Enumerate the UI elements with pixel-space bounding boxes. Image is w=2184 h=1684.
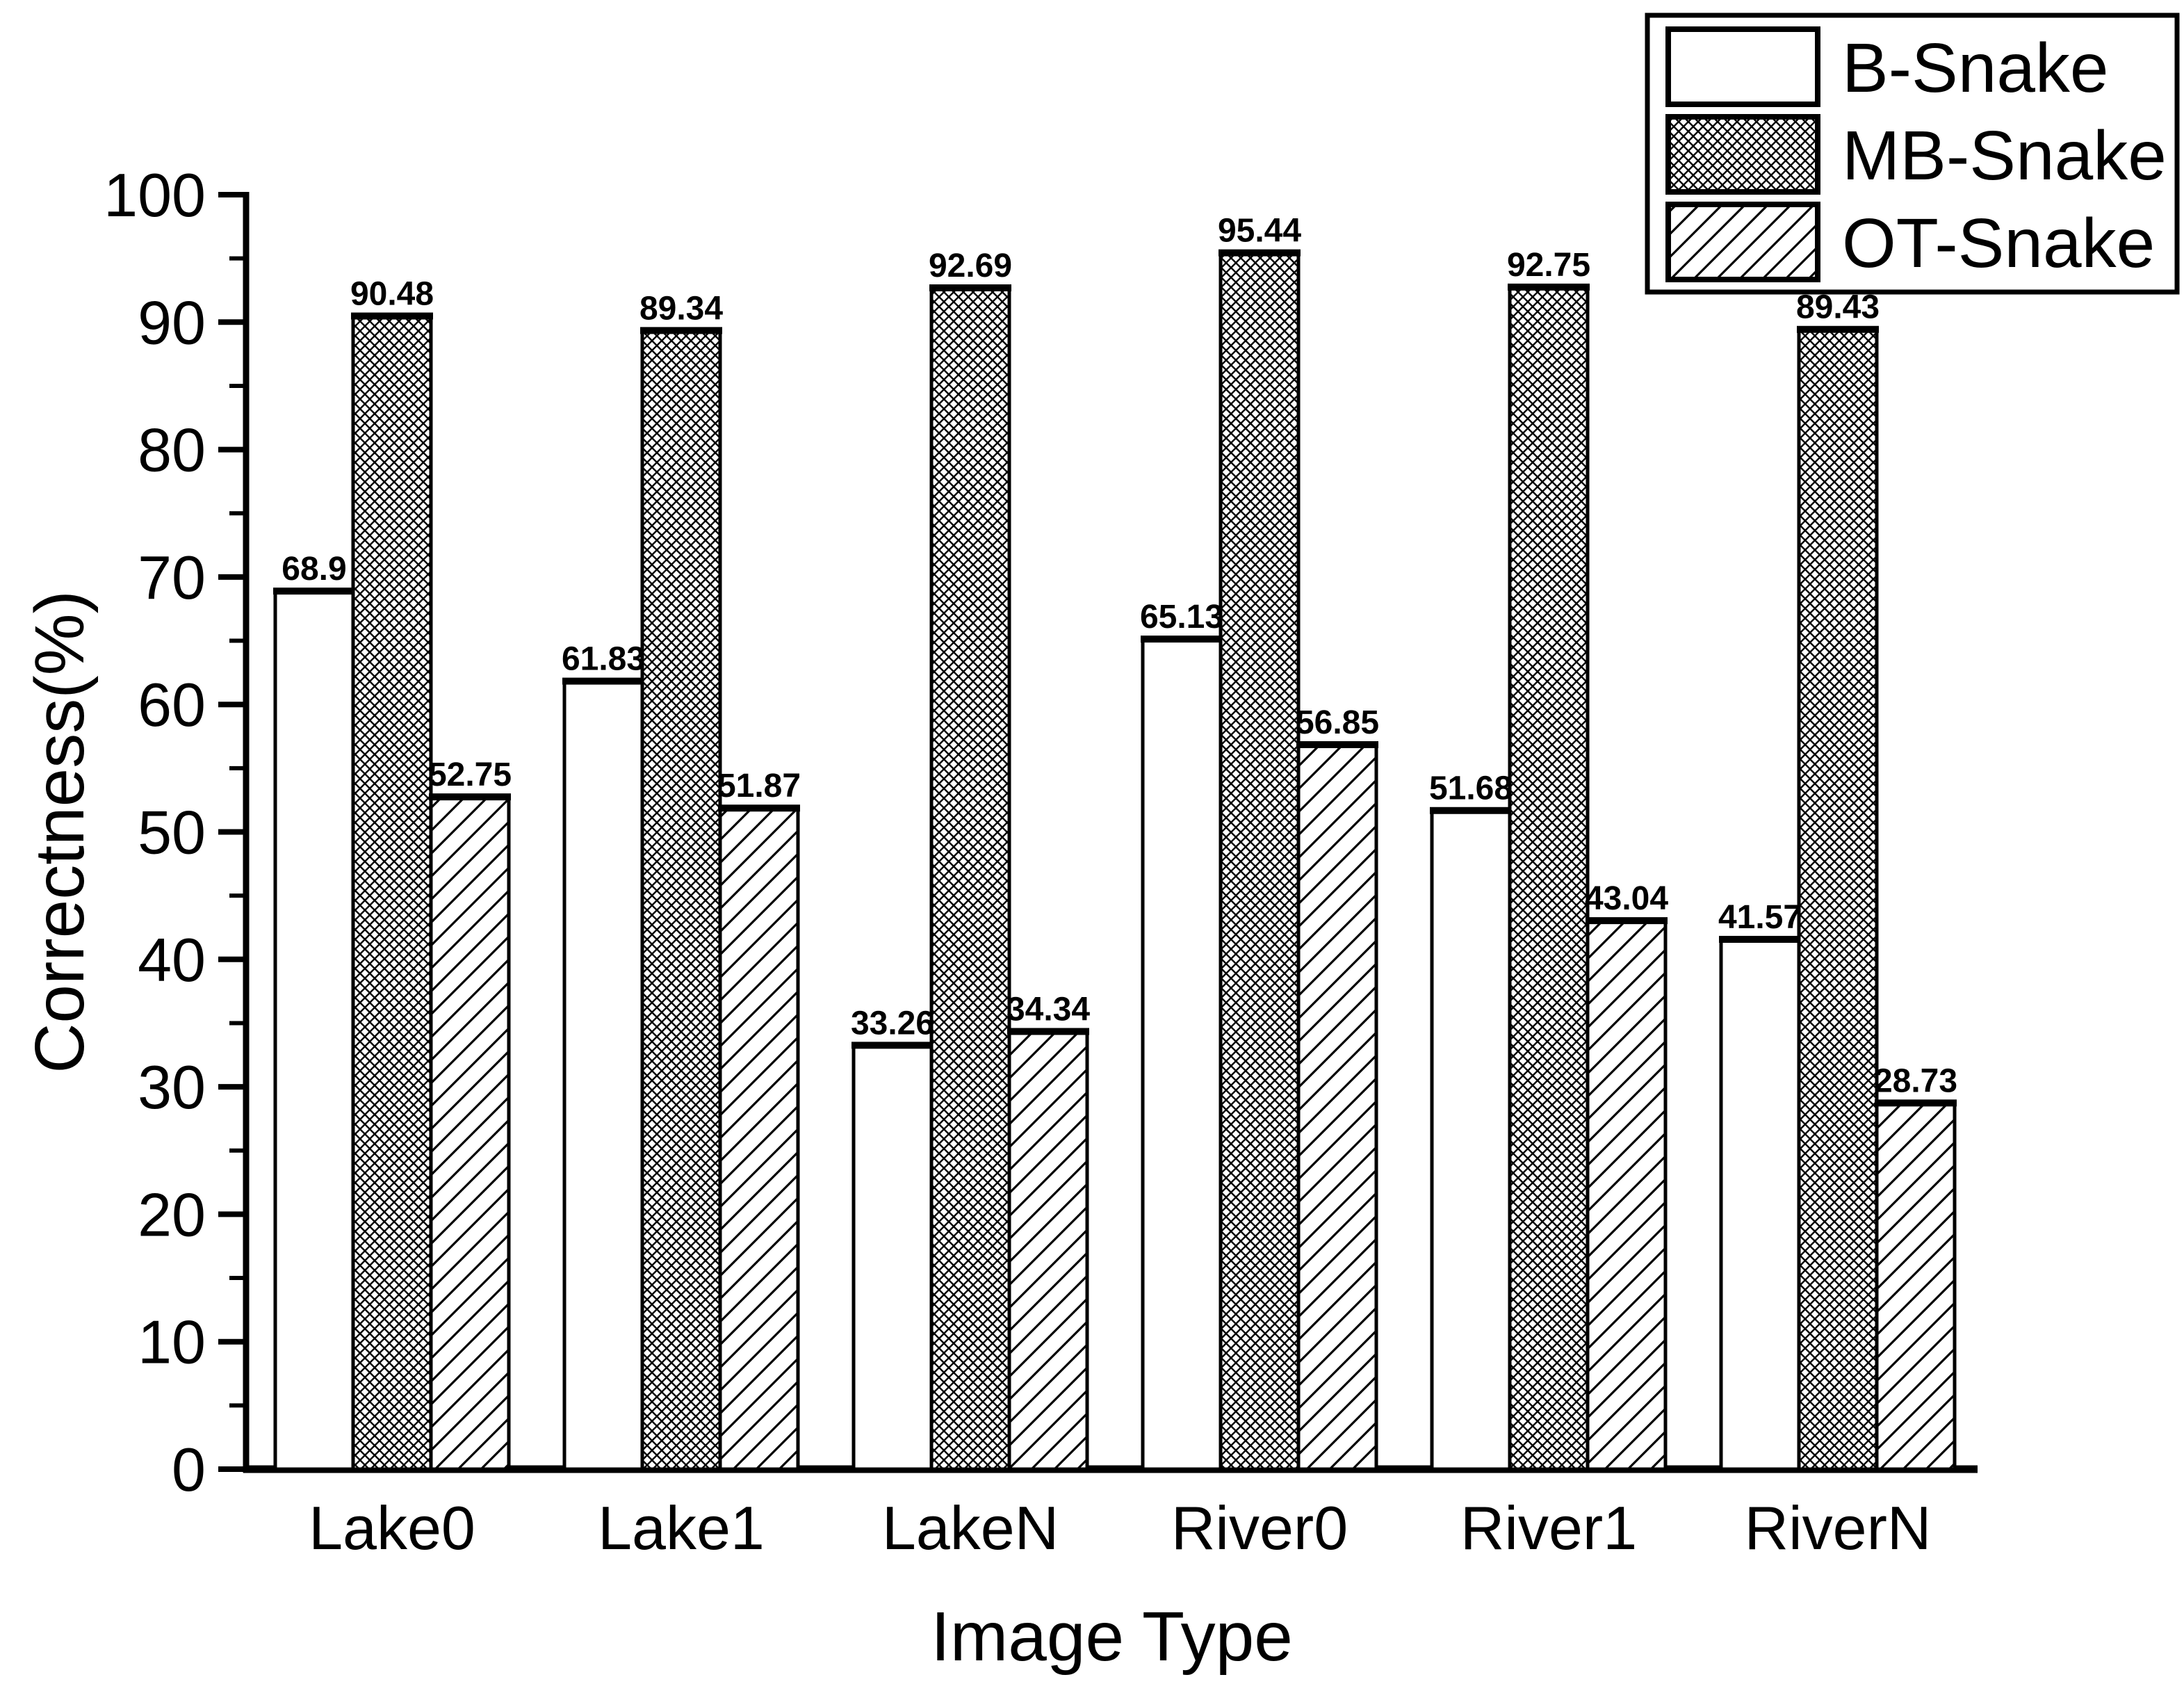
bar-mb-snake-river1 [1508, 285, 1590, 1471]
value-label-b-snake-lake1: 61.83 [562, 641, 645, 678]
x-category-label-lake1: Lake1 [598, 1493, 765, 1562]
y-tick-label: 60 [138, 670, 206, 739]
value-label-ot-snake-lake1: 51.87 [717, 768, 801, 804]
bar-b-snake-river1 [1430, 809, 1512, 1471]
value-label-mb-snake-river0: 95.44 [1218, 213, 1301, 250]
bar-b-snake-lake1 [562, 679, 644, 1471]
bar-mb-snake-laken [929, 286, 1011, 1471]
value-label-b-snake-lake0: 68.9 [282, 551, 346, 588]
bar-ot-snake-laken [1007, 1030, 1089, 1471]
value-labels-layer: 68.9 61.83 33.26 65.13 51.68 41.57 90.48 89.34 9… [282, 213, 1957, 1100]
y-tick-label: 0 [172, 1435, 206, 1504]
x-axis-title: Image Type [931, 1598, 1293, 1676]
bar-ot-snake-river1 [1586, 918, 1668, 1471]
value-label-ot-snake-river1: 43.04 [1585, 880, 1668, 917]
y-axis: 0 10 20 30 40 50 60 70 80 90 100 [104, 161, 250, 1504]
x-axis: Lake0 Lake1 LakeN River0 River1 RiverN [243, 1465, 1978, 1562]
legend: B-Snake MB-Snake OT-Snake [1645, 13, 2180, 295]
y-tick-label: 40 [138, 925, 206, 994]
bar-b-snake-lake0 [273, 589, 355, 1471]
y-axis-title: Correctness(%) [21, 590, 99, 1074]
bar-mb-snake-river0 [1219, 251, 1301, 1471]
x-category-label-river1: River1 [1460, 1493, 1637, 1562]
value-label-mb-snake-lake0: 90.48 [350, 276, 434, 313]
value-label-ot-snake-lake0: 52.75 [428, 756, 512, 793]
y-tick-label: 100 [104, 161, 206, 229]
legend-swatch-mb-snake [1665, 114, 1820, 195]
value-label-b-snake-river0: 65.13 [1140, 599, 1223, 635]
y-tick-label: 30 [138, 1053, 206, 1122]
bar-ot-snake-river0 [1296, 743, 1378, 1471]
legend-swatch-b-snake [1665, 26, 1820, 107]
legend-label-ot-snake: OT-Snake [1842, 204, 2155, 282]
value-label-ot-snake-river0: 56.85 [1296, 704, 1379, 741]
bar-ot-snake-rivern [1875, 1101, 1957, 1471]
y-tick-label: 70 [138, 543, 206, 612]
value-label-b-snake-river1: 51.68 [1429, 770, 1513, 807]
bar-ot-snake-lake1 [718, 806, 800, 1471]
bar-b-snake-river0 [1141, 637, 1223, 1471]
bar-mb-snake-rivern [1797, 327, 1879, 1471]
bar-mb-snake-lake0 [351, 314, 433, 1471]
y-tick-label: 10 [138, 1308, 206, 1377]
x-category-label-rivern: RiverN [1745, 1493, 1932, 1562]
y-tick-label: 80 [138, 416, 206, 485]
legend-label-b-snake: B-Snake [1842, 29, 2109, 107]
value-label-mb-snake-lake1: 89.34 [639, 290, 723, 327]
bar-b-snake-rivern [1719, 937, 1801, 1471]
x-category-label-river0: River0 [1171, 1493, 1348, 1562]
bar-b-snake-laken [851, 1043, 934, 1471]
bars-layer [273, 249, 1957, 1471]
value-label-mb-snake-rivern: 89.43 [1796, 289, 1880, 326]
y-tick-label: 20 [138, 1180, 206, 1249]
value-label-mb-snake-river1: 92.75 [1507, 247, 1590, 284]
value-label-ot-snake-laken: 34.34 [1007, 991, 1090, 1028]
y-tick-label: 50 [138, 798, 206, 867]
value-label-ot-snake-rivern: 28.73 [1874, 1062, 1957, 1099]
value-label-b-snake-laken: 33.26 [851, 1005, 934, 1042]
y-tick-label: 90 [138, 288, 206, 357]
value-label-mb-snake-laken: 92.69 [929, 248, 1012, 284]
value-label-b-snake-rivern: 41.57 [1718, 899, 1802, 936]
axis-titles-layer: Image Type Correctness(%) [21, 590, 1293, 1676]
bar-ot-snake-lake0 [429, 795, 511, 1471]
x-category-label-laken: LakeN [882, 1493, 1059, 1562]
legend-swatch-ot-snake [1665, 202, 1820, 282]
bar-mb-snake-lake1 [640, 328, 722, 1471]
legend-label-mb-snake: MB-Snake [1842, 117, 2167, 195]
x-category-label-lake0: Lake0 [309, 1493, 475, 1562]
